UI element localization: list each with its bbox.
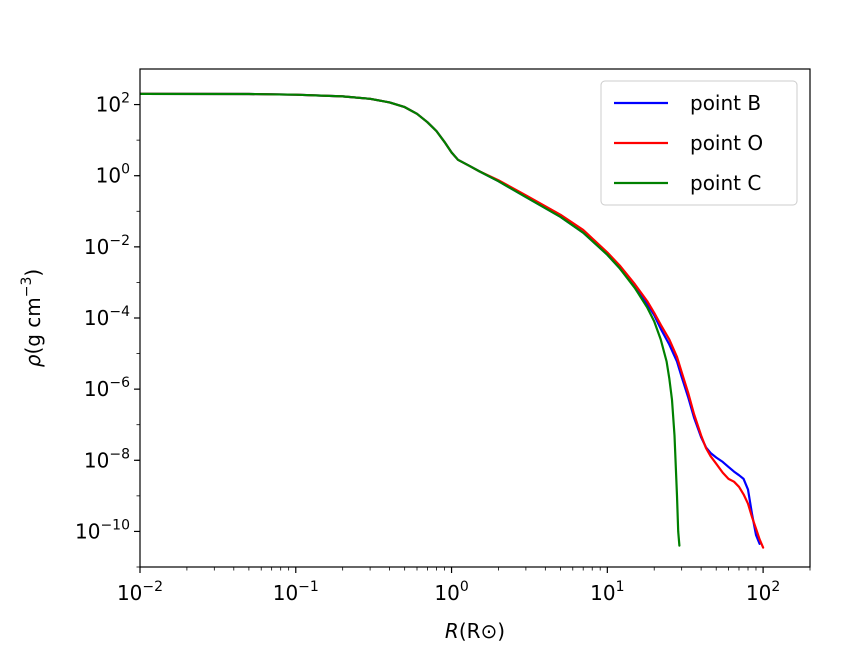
x-axis: 10−2 10−1 100 101 102 xyxy=(117,567,811,605)
y-tick-label-base: 10 xyxy=(96,93,121,117)
y-tick-label-exponent: 2 xyxy=(121,91,130,107)
x-tick-label: 10−2 xyxy=(117,579,163,605)
y-axis-label: ρ(g cm−3) xyxy=(19,269,45,368)
x-tick-label-exponent: 1 xyxy=(616,579,625,595)
y-axis-label-unit: (g cm xyxy=(21,297,45,354)
x-tick-label-exponent: −2 xyxy=(142,579,163,595)
y-axis-label-exponent: −3 xyxy=(19,277,35,298)
y-tick-label: 10−6 xyxy=(84,375,130,401)
y-tick-label-base: 10 xyxy=(84,448,109,472)
y-tick-label-exponent: −2 xyxy=(109,233,130,249)
x-tick-label-base: 10 xyxy=(590,581,615,605)
x-tick-label-exponent: 0 xyxy=(460,579,469,595)
x-tick-label-base: 10 xyxy=(273,581,298,605)
y-tick-label: 10−2 xyxy=(84,233,130,259)
x-tick-label-exponent: 2 xyxy=(771,579,780,595)
x-axis-label-unit: (R⊙) xyxy=(459,619,505,643)
y-tick-label-base: 10 xyxy=(84,235,109,259)
legend-label: point B xyxy=(690,91,761,115)
series-layer xyxy=(140,92,765,549)
y-tick-label: 100 xyxy=(96,162,130,188)
x-tick-label-exponent: −1 xyxy=(298,579,319,595)
x-tick-label-base: 10 xyxy=(117,581,142,605)
legend-label: point C xyxy=(690,171,761,195)
y-tick-label: 10−10 xyxy=(75,517,130,543)
series-line-point-c xyxy=(140,92,681,547)
y-tick-label-exponent: −8 xyxy=(109,446,130,462)
legend-label: point O xyxy=(690,131,763,155)
y-axis-label-symbol: ρ xyxy=(21,354,45,367)
y-tick-label: 102 xyxy=(96,91,130,117)
x-tick-label-base: 10 xyxy=(746,581,771,605)
y-tick-label-exponent: 0 xyxy=(121,162,130,178)
x-tick-label: 102 xyxy=(746,579,780,605)
y-tick-label-base: 10 xyxy=(96,164,121,188)
y-tick-label-exponent: −6 xyxy=(109,375,130,391)
y-tick-label: 10−4 xyxy=(84,304,130,330)
x-tick-label-base: 10 xyxy=(434,581,459,605)
y-tick-label: 10−8 xyxy=(84,446,130,472)
x-tick-label: 10−1 xyxy=(273,579,319,605)
x-axis-label-symbol: R xyxy=(445,619,459,643)
x-tick-label: 101 xyxy=(590,579,624,605)
legend-box xyxy=(600,80,798,206)
y-tick-label-exponent: −10 xyxy=(100,517,130,533)
y-tick-label-base: 10 xyxy=(84,306,109,330)
x-tick-label: 100 xyxy=(434,579,468,605)
y-axis-label-unit-close: ) xyxy=(21,269,45,277)
x-axis-label: R(R⊙) xyxy=(445,619,505,643)
y-tick-label-base: 10 xyxy=(75,519,100,543)
y-tick-label-base: 10 xyxy=(84,377,109,401)
legend: point B point O point C xyxy=(600,80,798,206)
y-tick-label-exponent: −4 xyxy=(109,304,130,320)
